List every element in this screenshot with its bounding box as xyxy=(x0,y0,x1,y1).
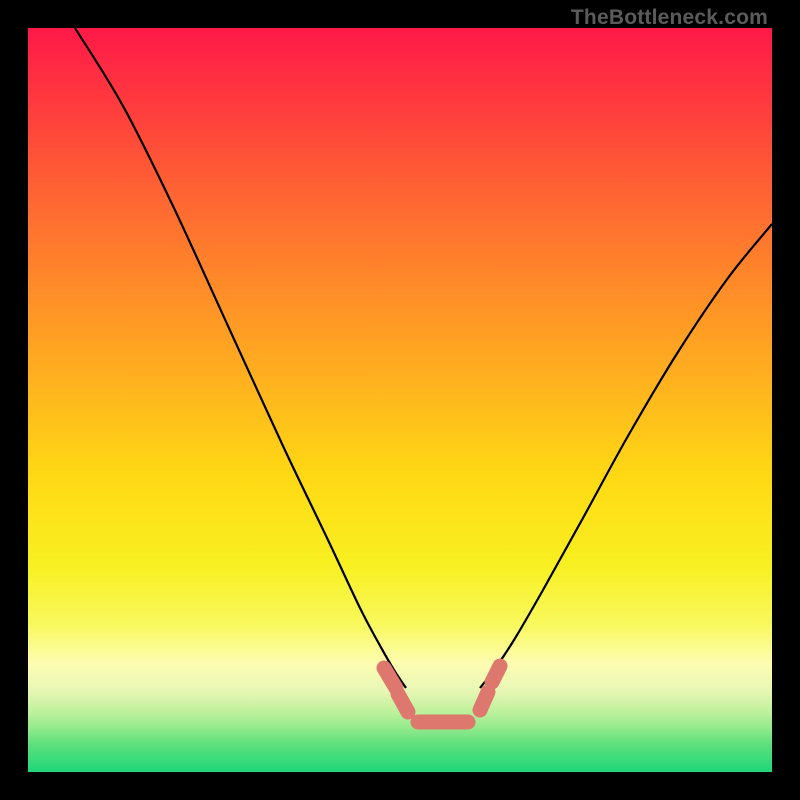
plot-area xyxy=(28,28,772,772)
bottom-marker xyxy=(384,666,500,722)
curve-right-branch xyxy=(480,224,772,688)
curve-overlay xyxy=(28,28,772,772)
curve-left-branch xyxy=(75,28,406,688)
watermark-text: TheBottleneck.com xyxy=(571,6,768,30)
